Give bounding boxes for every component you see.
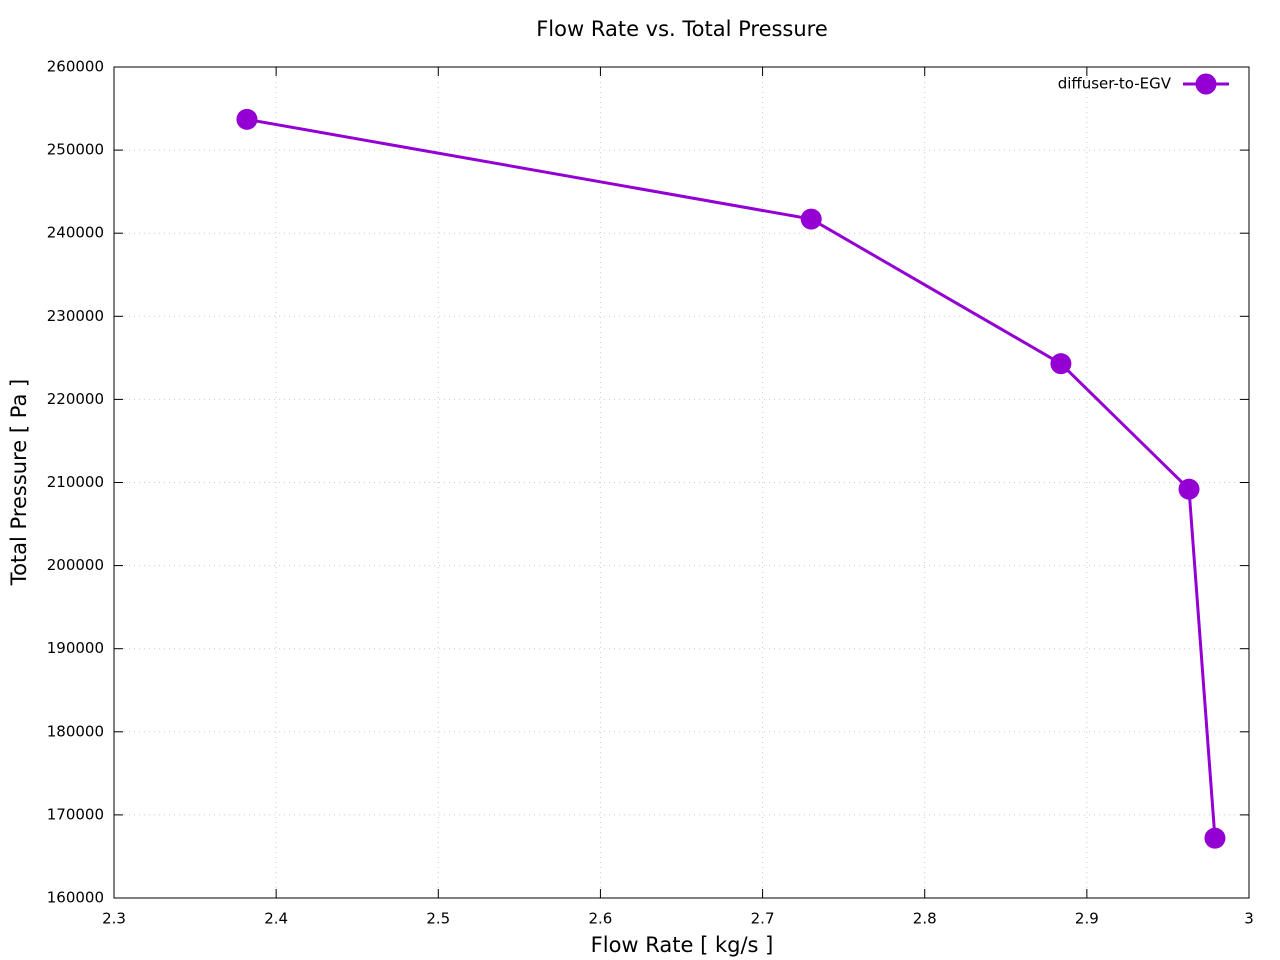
x-tick-label: 2.3	[102, 910, 126, 928]
legend-label: diffuser-to-EGV	[1058, 75, 1172, 93]
y-axis-label: Total Pressure [ Pa ]	[7, 379, 31, 586]
y-tick-label: 260000	[47, 58, 104, 76]
y-tick-label: 250000	[47, 141, 104, 159]
x-tick-label: 2.9	[1075, 910, 1099, 928]
x-axis-label: Flow Rate [ kg/s ]	[591, 933, 774, 957]
x-tick-label: 2.5	[426, 910, 450, 928]
y-tick-label: 230000	[47, 307, 104, 325]
chart-title: Flow Rate vs. Total Pressure	[536, 17, 828, 41]
y-tick-label: 190000	[47, 639, 104, 657]
y-tick-label: 200000	[47, 556, 104, 574]
x-tick-label: 2.8	[913, 910, 937, 928]
legend-marker	[1195, 73, 1217, 95]
y-tick-label: 170000	[47, 805, 104, 823]
x-tick-label: 2.6	[588, 910, 612, 928]
y-tick-label: 240000	[47, 224, 104, 242]
plot-frame	[113, 66, 1250, 899]
data-point	[1204, 827, 1226, 849]
y-tick-label: 210000	[47, 473, 104, 491]
x-tick-label: 3	[1244, 910, 1254, 928]
data-point	[1178, 478, 1200, 500]
data-point	[236, 108, 258, 130]
y-tick-label: 180000	[47, 722, 104, 740]
x-tick-label: 2.4	[264, 910, 288, 928]
x-tick-label: 2.7	[751, 910, 775, 928]
y-tick-label: 160000	[47, 889, 104, 907]
y-tick-label: 220000	[47, 390, 104, 408]
data-point	[800, 208, 822, 230]
data-point	[1050, 353, 1072, 375]
